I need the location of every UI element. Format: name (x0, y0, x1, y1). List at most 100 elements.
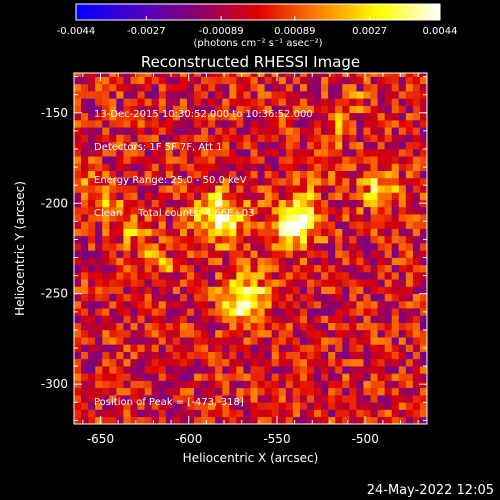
heatmap-cell (356, 300, 364, 309)
heatmap-cell (130, 344, 138, 352)
heatmap-cell (250, 344, 258, 352)
heatmap-cell (405, 235, 414, 244)
heatmap-cell (243, 337, 251, 345)
heatmap-cell (264, 170, 272, 179)
heatmap-cell (391, 409, 400, 418)
heatmap-cell (165, 199, 174, 208)
heatmap-cell (186, 120, 195, 128)
heatmap-cell (398, 264, 407, 273)
heatmap-cell (222, 257, 230, 266)
heatmap-cell (335, 272, 343, 280)
heatmap-cell (123, 322, 131, 331)
heatmap-cell (299, 112, 308, 121)
heatmap-cell (356, 279, 364, 287)
heatmap-cell (405, 308, 414, 316)
heatmap-cell (109, 402, 117, 410)
heatmap-cell (377, 409, 385, 418)
heatmap-cell (356, 344, 364, 352)
heatmap-cell (102, 402, 110, 410)
heatmap-cell (165, 134, 174, 143)
heatmap-cell (158, 272, 167, 280)
heatmap-cell (95, 163, 103, 172)
heatmap-cell (405, 380, 414, 389)
heatmap-cell (271, 199, 280, 208)
heatmap-cell (229, 293, 237, 302)
heatmap-cell (172, 409, 181, 418)
heatmap-cell (314, 235, 322, 244)
heatmap-cell (306, 112, 315, 121)
heatmap-cell (250, 105, 258, 114)
heatmap-cell (95, 76, 103, 85)
heatmap-cell (377, 279, 385, 287)
heatmap-cell (356, 156, 364, 164)
heatmap-cell (391, 163, 400, 172)
heatmap-cell (349, 105, 357, 114)
heatmap-cell (257, 214, 265, 222)
heatmap-cell (363, 105, 371, 114)
heatmap-cell (370, 322, 378, 331)
heatmap-cell (419, 83, 427, 92)
heatmap-cell (215, 286, 223, 295)
heatmap-cell (278, 264, 287, 273)
heatmap-cell (299, 192, 308, 200)
heatmap-cell (328, 228, 336, 237)
heatmap-cell (194, 351, 202, 360)
heatmap-cell (271, 105, 280, 114)
heatmap-cell (285, 293, 294, 302)
heatmap-cell (243, 300, 251, 309)
heatmap-cell (74, 409, 82, 418)
heatmap-cell (363, 308, 371, 316)
heatmap-cell (271, 264, 280, 273)
heatmap-cell (412, 127, 421, 135)
heatmap-cell (278, 300, 287, 309)
heatmap-cell (165, 409, 174, 418)
heatmap-cell (377, 387, 385, 396)
heatmap-cell (243, 163, 251, 172)
heatmap-cell (328, 264, 336, 273)
heatmap-cell (356, 148, 364, 157)
heatmap-cell (349, 366, 357, 374)
heatmap-cell (123, 293, 131, 302)
heatmap-cell (95, 250, 103, 258)
heatmap-cell (321, 272, 329, 280)
heatmap-cell (356, 293, 364, 302)
heatmap-cell (144, 98, 152, 106)
heatmap-cell (292, 329, 301, 338)
heatmap-cell (130, 300, 138, 309)
heatmap-cell (215, 250, 223, 258)
heatmap-cell (306, 105, 315, 114)
heatmap-cell (88, 112, 96, 121)
heatmap-cell (165, 315, 174, 323)
heatmap-cell (222, 293, 230, 302)
heatmap-cell (208, 293, 216, 302)
heatmap-cell (116, 192, 124, 200)
heatmap-cell (74, 192, 82, 200)
heatmap-cell (201, 199, 209, 208)
heatmap-cell (405, 185, 414, 193)
heatmap-cell (271, 250, 280, 258)
heatmap-cell (236, 402, 244, 410)
heatmap-cell (285, 221, 294, 229)
heatmap-cell (229, 76, 237, 85)
heatmap-cell (328, 300, 336, 309)
heatmap-cell (130, 148, 138, 157)
heatmap-cell (356, 199, 364, 208)
heatmap-cell (356, 373, 364, 381)
heatmap-cell (328, 286, 336, 295)
heatmap-cell (292, 73, 301, 77)
heatmap-cell (384, 264, 392, 273)
heatmap-cell (412, 177, 421, 186)
heatmap-cell (335, 127, 343, 135)
heatmap-cell (95, 243, 103, 251)
heatmap-cell (285, 329, 294, 338)
heatmap-cell (123, 192, 131, 200)
heatmap-cell (278, 170, 287, 179)
heatmap-cell (236, 322, 244, 331)
heatmap-cell (109, 112, 117, 121)
heatmap-cell (314, 358, 322, 367)
heatmap-cell (398, 177, 407, 186)
heatmap-cell (74, 257, 82, 266)
heatmap-cell (419, 112, 427, 121)
heatmap-cell (95, 148, 103, 157)
heatmap-cell (222, 192, 230, 200)
